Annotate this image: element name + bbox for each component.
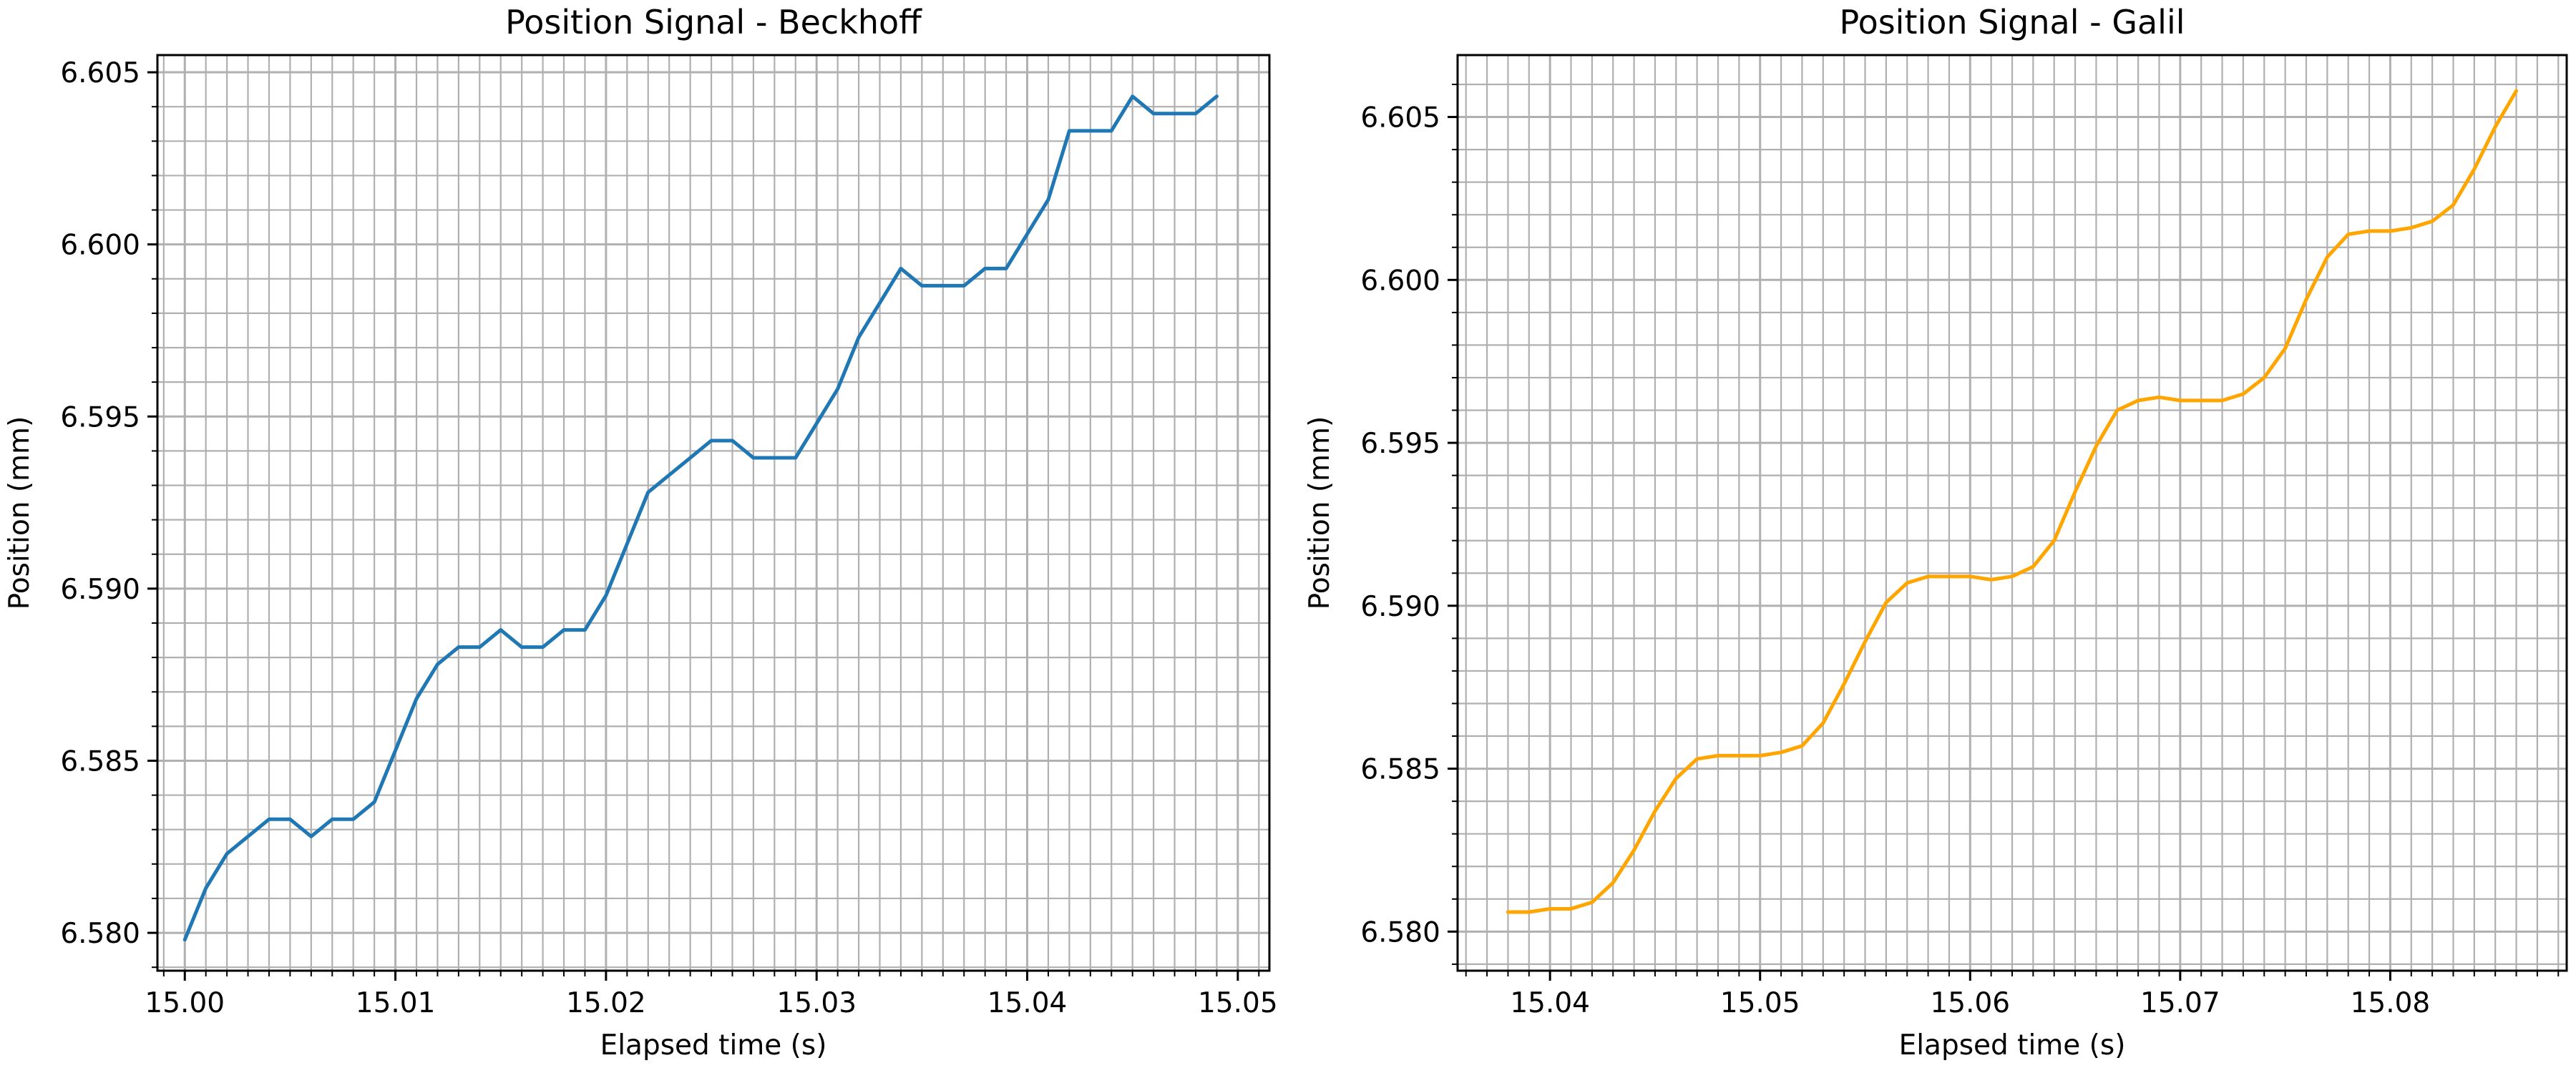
x-axis-label: Elapsed time (s) bbox=[1899, 1029, 2126, 1062]
chart-title: Position Signal - Galil bbox=[1839, 3, 2185, 41]
series-line-galil bbox=[1506, 89, 2519, 914]
x-tick-label: 15.01 bbox=[356, 987, 436, 1019]
grid bbox=[157, 55, 1269, 971]
plot-frame bbox=[1456, 54, 2568, 972]
x-tick-label: 15.06 bbox=[1930, 987, 2010, 1019]
y-tick-label: 6.590 bbox=[1360, 591, 1440, 623]
y-tick-label: 6.580 bbox=[1360, 916, 1440, 949]
y-tick-label: 6.605 bbox=[1360, 102, 1440, 134]
axis-ticks: 15.04 15.05 15.06 15.07 15.08 6.580 6.585 6.590… bbox=[1360, 83, 2560, 1019]
chart-galil: 15.04 15.05 15.06 15.07 15.08 6.580 6.585 6.590… bbox=[1304, 3, 2568, 1062]
y-tick-label: 6.600 bbox=[60, 230, 140, 262]
x-tick-label: 15.04 bbox=[1510, 987, 1590, 1019]
y-tick-label: 6.580 bbox=[60, 918, 140, 950]
y-axis-label: Position (mm) bbox=[1304, 416, 1336, 610]
x-tick-label: 15.03 bbox=[776, 987, 857, 1019]
y-tick-label: 6.585 bbox=[60, 745, 140, 778]
y-tick-label: 6.595 bbox=[60, 401, 140, 433]
series-line-beckhoff bbox=[182, 94, 1219, 942]
y-tick-label: 6.585 bbox=[1360, 754, 1440, 786]
x-tick-label: 15.02 bbox=[566, 987, 646, 1019]
x-tick-label: 15.04 bbox=[987, 987, 1068, 1019]
y-tick-label: 6.605 bbox=[60, 57, 140, 89]
x-tick-label: 15.05 bbox=[1198, 987, 1278, 1019]
x-tick-label: 15.00 bbox=[145, 987, 225, 1019]
plot-frame bbox=[156, 54, 1271, 972]
y-tick-label: 6.590 bbox=[60, 574, 140, 606]
y-tick-label: 6.595 bbox=[1360, 428, 1440, 460]
y-tick-label: 6.600 bbox=[1360, 265, 1440, 297]
x-axis-label: Elapsed time (s) bbox=[600, 1029, 827, 1062]
chart-beckhoff: 15.00 15.01 15.02 15.03 15.04 15.05 6.580 6.585… bbox=[4, 3, 1278, 1062]
x-tick-label: 15.08 bbox=[2351, 987, 2431, 1019]
x-tick-label: 15.05 bbox=[1720, 987, 1800, 1019]
x-tick-label: 15.07 bbox=[2140, 987, 2220, 1019]
grid bbox=[1458, 55, 2567, 971]
chart-title: Position Signal - Beckhoff bbox=[505, 3, 922, 41]
y-axis-label: Position (mm) bbox=[4, 416, 36, 610]
